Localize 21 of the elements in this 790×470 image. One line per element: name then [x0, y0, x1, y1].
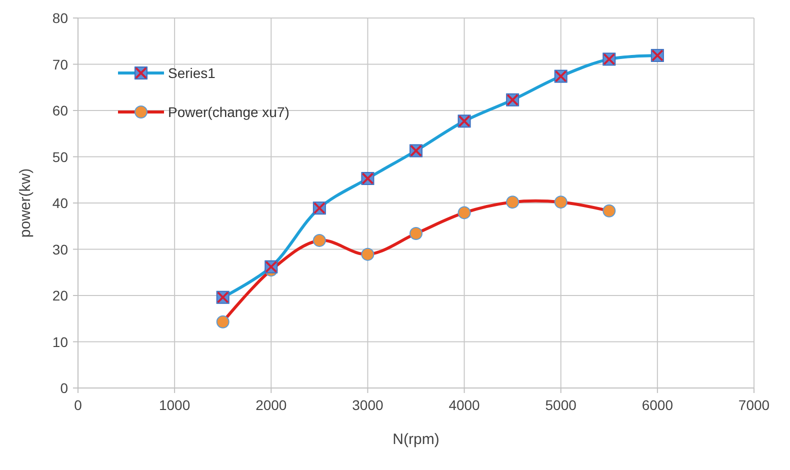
- x-tick-label: 4000: [448, 397, 480, 413]
- y-tick-label: 60: [52, 102, 68, 118]
- y-tick-label: 50: [52, 148, 68, 165]
- legend-label: Series1: [168, 65, 216, 81]
- x-axis-title: N(rpm): [392, 431, 440, 448]
- y-tick-label: 80: [52, 10, 68, 26]
- x-tick-label: 0: [74, 397, 82, 413]
- y-axis-title: power(kw): [17, 168, 34, 238]
- x-tick-label: 5000: [545, 397, 577, 413]
- x-tick-label: 6000: [642, 397, 674, 413]
- legend-label: Power(change xu7): [168, 104, 290, 120]
- x-tick-label: 2000: [256, 397, 287, 413]
- y-tick-label: 0: [60, 380, 68, 396]
- y-tick-label: 30: [52, 241, 68, 258]
- y-tick-label: 20: [52, 288, 68, 304]
- y-tick-label: 70: [52, 56, 68, 72]
- x-tick-label: 3000: [352, 397, 384, 413]
- y-tick-label: 10: [52, 334, 68, 350]
- x-tick-label: 7000: [738, 397, 770, 413]
- x-tick-label: 1000: [158, 397, 190, 413]
- y-tick-label: 40: [52, 195, 68, 211]
